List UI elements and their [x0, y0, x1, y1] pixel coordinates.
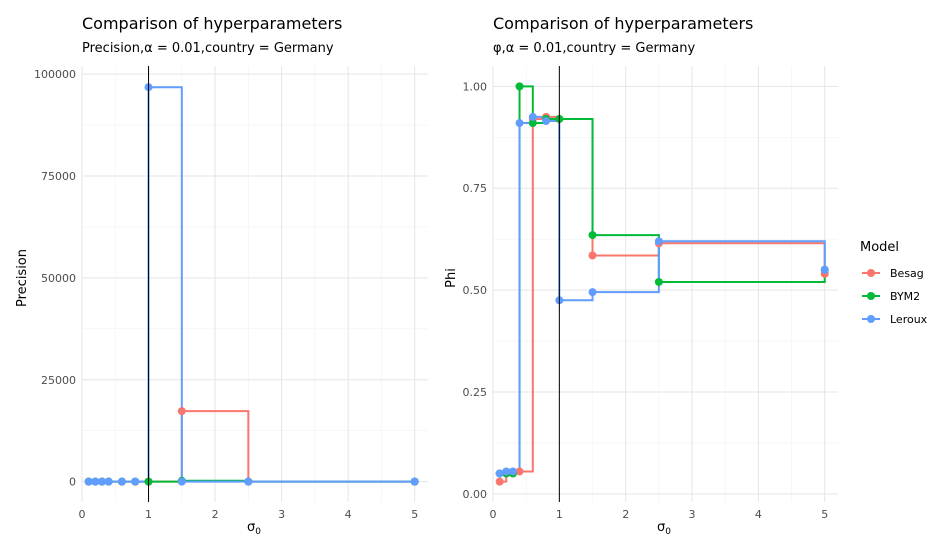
data-point-besag [588, 251, 597, 260]
phi-panel-title: Comparison of hyperparameters [493, 14, 753, 33]
data-point-bym2 [588, 231, 597, 240]
data-point-besag [495, 477, 504, 486]
data-point-leroux [244, 477, 253, 486]
data-point-besag [177, 407, 186, 416]
data-point-leroux [820, 265, 829, 274]
data-point-leroux [117, 477, 126, 486]
y-tick-label: 0 [69, 476, 76, 489]
legend-key-point [867, 315, 875, 323]
legend-key-point [867, 269, 875, 277]
phi-y-axis-label: Phi [444, 268, 459, 288]
series-line-besag [88, 410, 415, 483]
legend-title: Model [860, 240, 899, 255]
y-tick-label: 100000 [34, 68, 76, 81]
legend-key-point [867, 292, 875, 300]
data-point-leroux [508, 467, 517, 476]
data-point-leroux [542, 117, 551, 126]
series-line-leroux [88, 86, 415, 483]
precision-y-axis-label: Precision [15, 249, 30, 307]
data-point-leroux [410, 477, 419, 486]
legend-items: Besag BYM2 Leroux [862, 267, 928, 326]
phi-x-ticks: 0 1 2 3 4 5 [490, 508, 829, 521]
x-tick-label: 2 [622, 508, 629, 521]
data-point-bym2 [654, 277, 663, 286]
x-tick-label: 1 [556, 508, 563, 521]
data-point-leroux [97, 477, 106, 486]
x-tick-label: 4 [755, 508, 762, 521]
data-point-besag [515, 467, 524, 476]
data-point-leroux [528, 112, 537, 121]
precision-panel-subtitle: Precision,α = 0.01,country = Germany [82, 41, 334, 56]
data-point-leroux [588, 288, 597, 297]
data-point-bym2 [528, 119, 537, 128]
y-tick-label: 75000 [41, 170, 76, 183]
precision-x-ticks: 0 1 2 3 4 5 [79, 508, 419, 521]
precision-panel: Comparison of hyperparameters Precision,… [15, 14, 428, 537]
series-line-leroux [499, 115, 826, 475]
x-tick-label: 3 [278, 508, 285, 521]
legend-item-label: BYM2 [890, 290, 920, 303]
y-tick-label: 0.75 [463, 182, 488, 195]
precision-grid [81, 66, 428, 502]
phi-grid [492, 66, 838, 502]
phi-series-layer [495, 66, 829, 502]
precision-y-ticks: 0 25000 50000 75000 100000 [34, 68, 76, 488]
y-tick-label: 0.50 [463, 284, 488, 297]
precision-series-layer [84, 66, 419, 502]
data-point-leroux [515, 119, 524, 128]
legend: Model Besag BYM2 Leroux [860, 240, 928, 326]
x-tick-label: 0 [79, 508, 86, 521]
x-tick-label: 5 [821, 508, 828, 521]
x-tick-label: 5 [411, 508, 418, 521]
legend-item-label: Besag [890, 267, 924, 280]
legend-item-label: Leroux [890, 313, 928, 326]
phi-x-axis-label: σ0 [657, 520, 671, 537]
y-tick-label: 1.00 [463, 80, 488, 93]
data-point-leroux [104, 477, 113, 486]
y-tick-label: 0.25 [463, 386, 488, 399]
data-point-leroux [84, 477, 93, 486]
y-tick-label: 0.00 [463, 488, 488, 501]
phi-panel-subtitle: φ,α = 0.01,country = Germany [493, 41, 695, 56]
data-point-bym2 [515, 82, 524, 91]
x-tick-label: 1 [145, 508, 152, 521]
x-tick-label: 2 [212, 508, 219, 521]
data-point-leroux [131, 477, 140, 486]
phi-panel: Comparison of hyperparameters φ,α = 0.01… [444, 14, 838, 537]
y-tick-label: 50000 [41, 272, 76, 285]
x-tick-label: 0 [490, 508, 497, 521]
x-tick-label: 3 [689, 508, 696, 521]
data-point-leroux [495, 469, 504, 478]
x-tick-label: 4 [345, 508, 352, 521]
y-tick-label: 25000 [41, 374, 76, 387]
precision-panel-title: Comparison of hyperparameters [82, 14, 342, 33]
data-point-leroux [654, 237, 663, 246]
precision-x-axis-label: σ0 [247, 520, 261, 537]
phi-y-ticks: 0.00 0.25 0.50 0.75 1.00 [463, 80, 488, 500]
series-line-besag [499, 115, 826, 483]
data-point-leroux [177, 477, 186, 486]
data-point-leroux [502, 467, 511, 476]
data-point-leroux [91, 477, 100, 486]
